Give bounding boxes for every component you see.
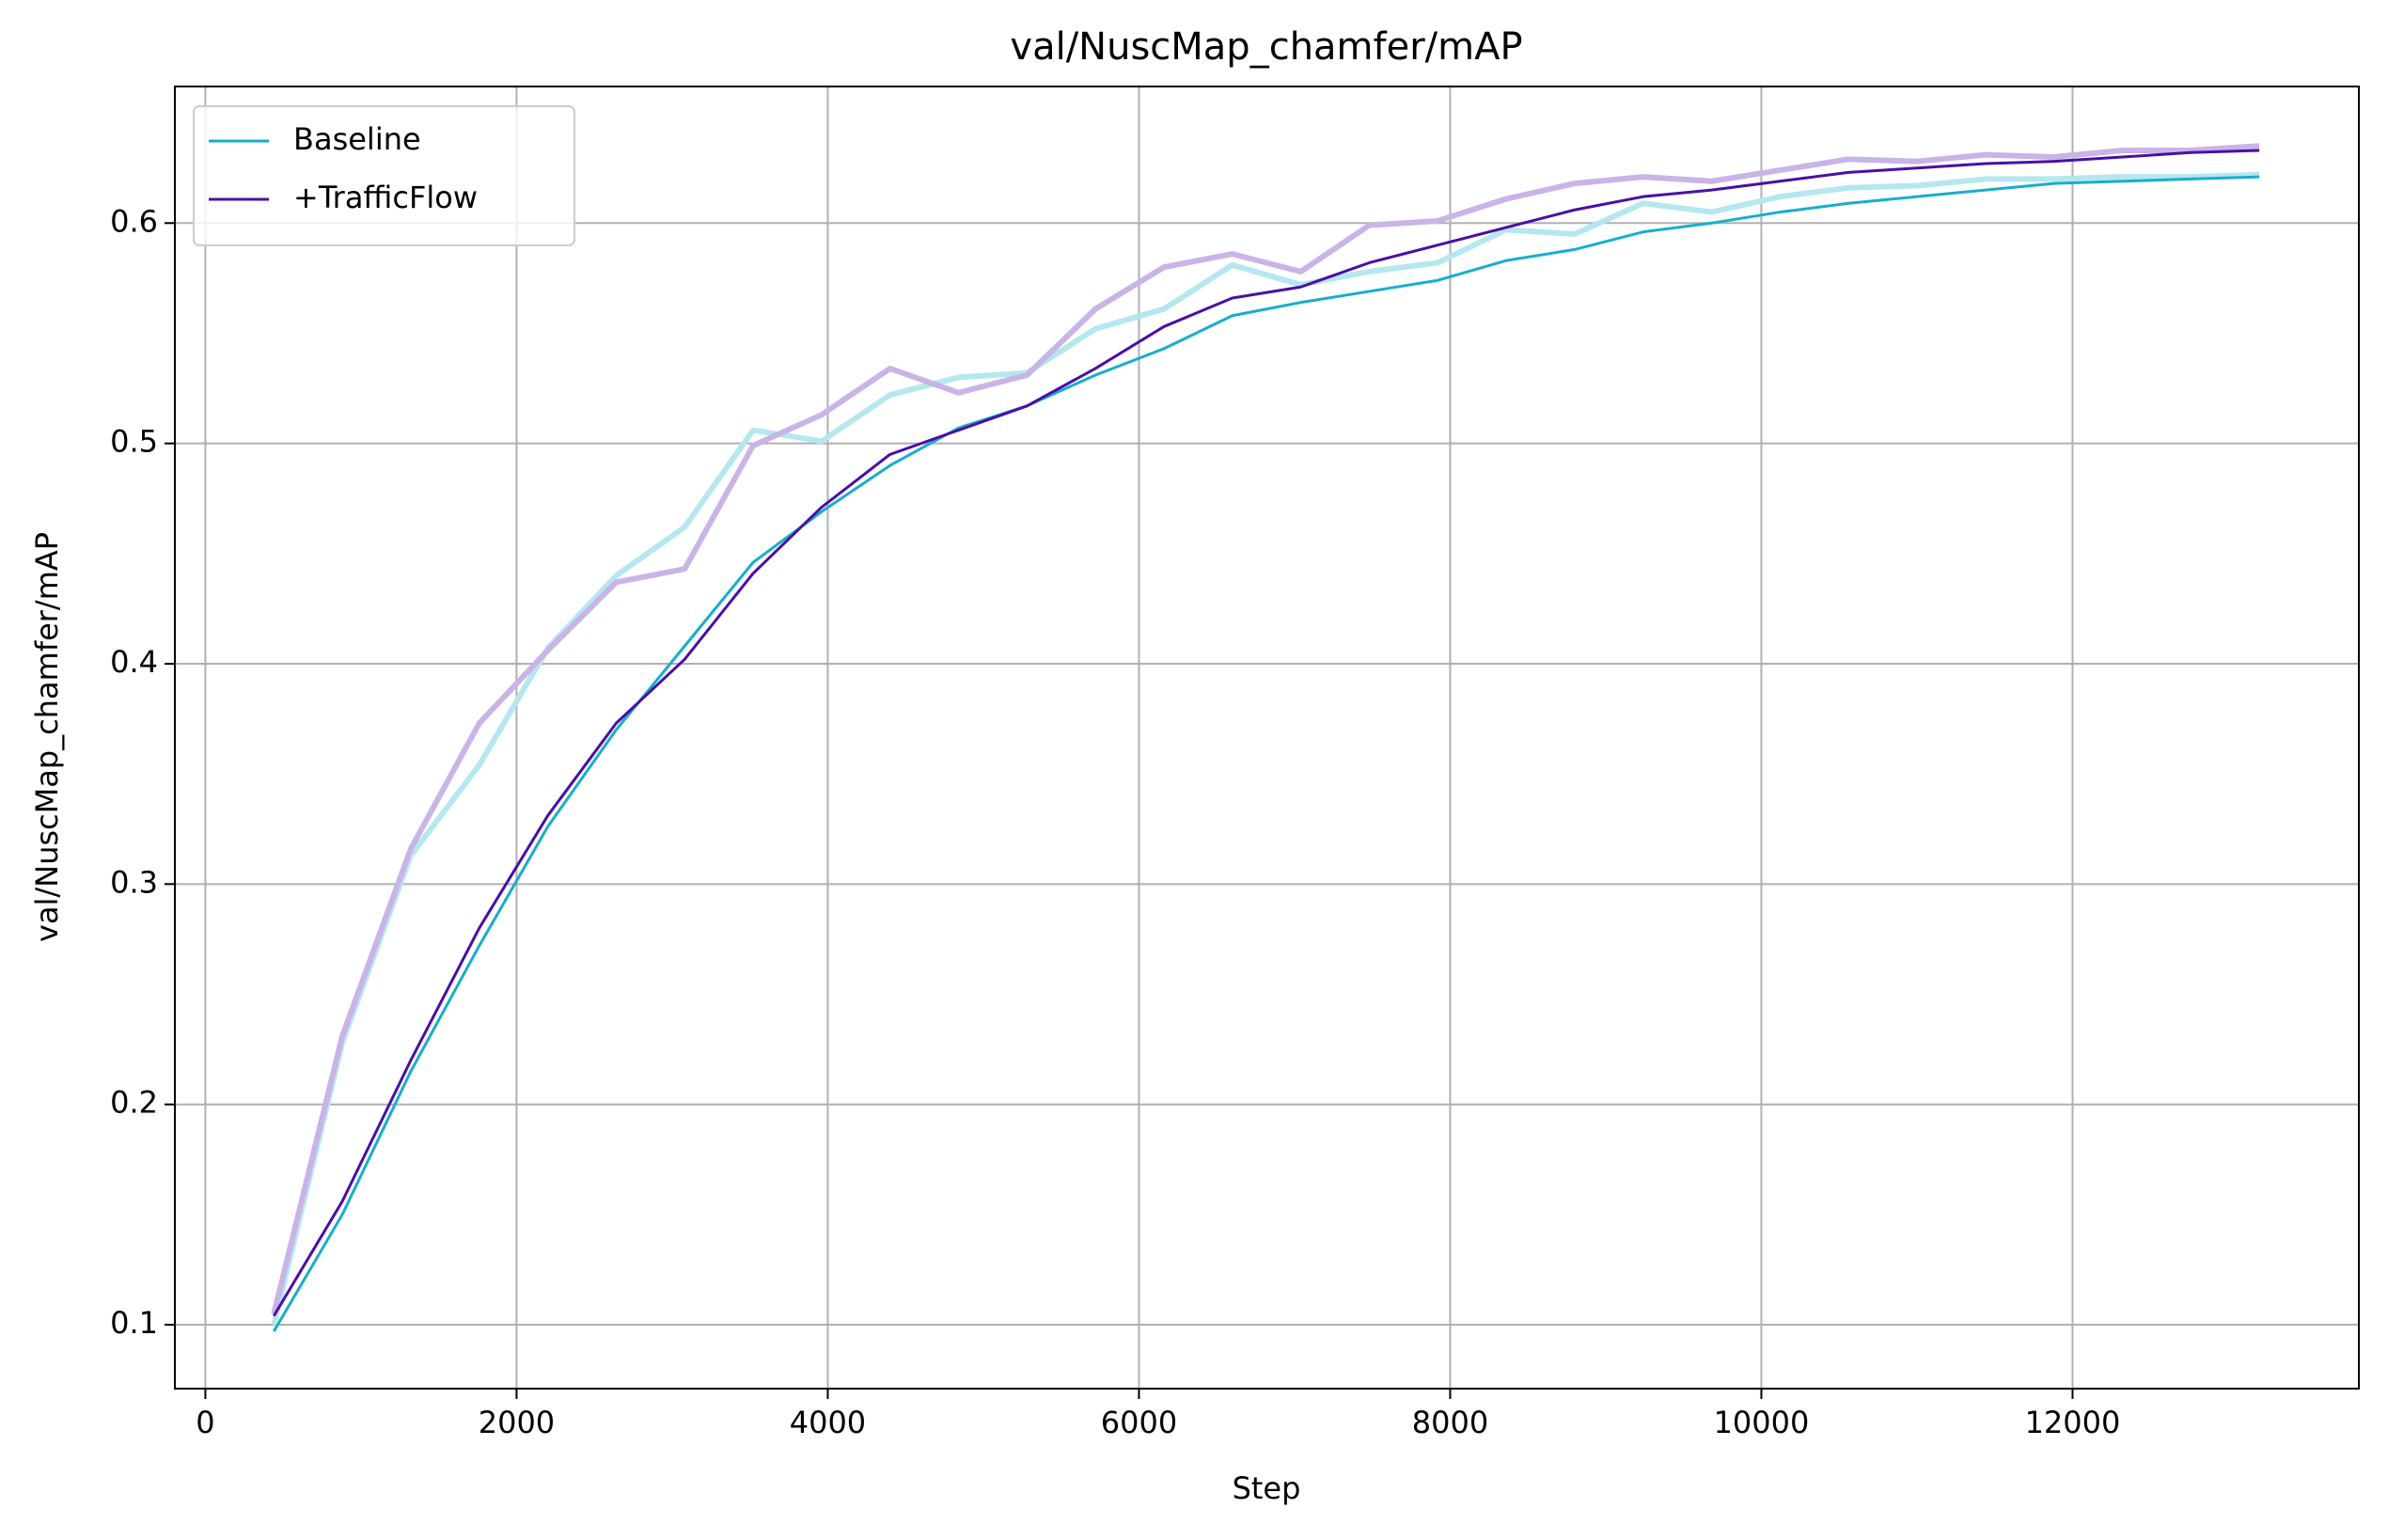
raw-series-line [271, 143, 2260, 1315]
y-tick-label: 0.6 [110, 203, 158, 239]
series-line [272, 149, 2260, 1317]
plot-frame [174, 86, 2360, 1390]
x-tick-label: 6000 [1101, 1405, 1177, 1440]
x-tick-label: 4000 [790, 1405, 866, 1440]
x-axis-label: Step [1233, 1470, 1301, 1506]
chart-title: val/NuscMap_chamfer/mAP [1010, 25, 1522, 69]
legend-label: Baseline [293, 121, 421, 157]
y-tick-label: 0.4 [110, 644, 158, 680]
x-tick-label: 2000 [479, 1405, 555, 1440]
legend-box [193, 105, 575, 246]
x-tick-label: 12000 [2025, 1405, 2121, 1440]
y-tick-label: 0.2 [110, 1085, 158, 1121]
y-tick-label: 0.5 [110, 424, 158, 460]
y-axis-label: val/NuscMap_chamfer/mAP [29, 532, 65, 942]
legend: Baseline +TrafficFlow [193, 105, 575, 246]
legend-label: +TrafficFlow [293, 180, 478, 215]
y-tick-label: 0.3 [110, 864, 158, 900]
x-tick-label: 0 [196, 1405, 214, 1440]
y-tick-label: 0.1 [110, 1305, 158, 1341]
series-line [272, 175, 2260, 1332]
raw-series-line [271, 171, 2260, 1326]
x-tick-label: 8000 [1412, 1405, 1488, 1440]
x-tick-label: 10000 [1714, 1405, 1810, 1440]
